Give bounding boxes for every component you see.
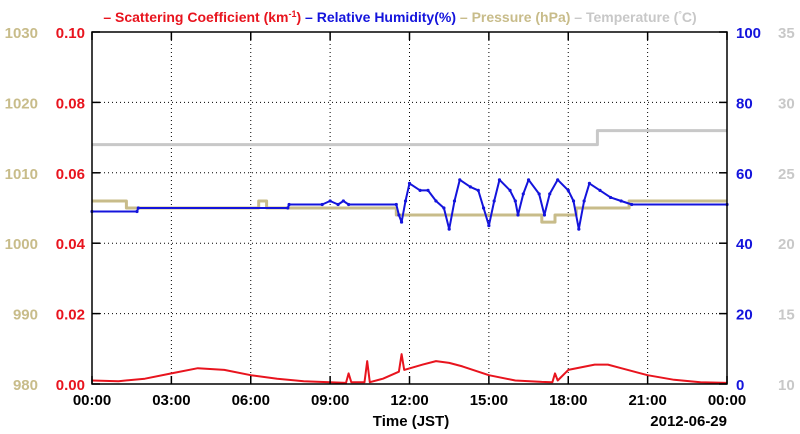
legend-suffix: ) <box>297 9 302 25</box>
series-line <box>91 353 728 384</box>
legend-superscript: -1 <box>288 9 296 19</box>
pressure-tick-label: 980 <box>13 377 38 394</box>
humidity-tick-label: 80 <box>736 95 753 112</box>
humidity-tick-label: 20 <box>736 307 753 324</box>
series-temperature <box>92 129 727 147</box>
data-point <box>452 199 457 203</box>
data-point <box>521 192 525 196</box>
data-point <box>548 192 552 196</box>
data-point <box>577 227 581 231</box>
tick-marks <box>91 31 728 385</box>
temperature-tick-label: 15 <box>778 307 795 324</box>
x-tick-label: 03:00 <box>152 392 190 409</box>
legend-superscript: ° <box>678 9 682 19</box>
scattering-tick-label: 0.10 <box>56 25 85 42</box>
legend-entry: – Scattering Coefficient (km <box>103 9 288 25</box>
data-point <box>328 199 332 203</box>
series-scattering-coefficient <box>91 353 728 384</box>
data-point <box>468 185 472 189</box>
data-point <box>399 220 404 224</box>
data-point <box>397 213 401 217</box>
series-line <box>92 129 727 147</box>
x-tick-label: 15:00 <box>470 392 508 409</box>
pressure-tick-label: 990 <box>13 307 38 324</box>
pressure-tick-label: 1020 <box>5 95 38 112</box>
data-point <box>598 188 602 192</box>
x-tick-label: 00:00 <box>73 392 111 409</box>
data-point <box>135 209 139 214</box>
x-tick-label: 12:00 <box>390 392 428 409</box>
data-point <box>347 202 351 207</box>
humidity-tick-label: 0 <box>736 377 744 394</box>
scattering-tick-label: 0.04 <box>56 236 86 253</box>
data-point <box>582 199 586 203</box>
humidity-tick-label: 60 <box>736 166 753 183</box>
data-point <box>481 206 486 210</box>
x-tick-label: 21:00 <box>628 392 666 409</box>
scattering-tick-label: 0.02 <box>56 307 85 324</box>
data-point <box>286 206 290 210</box>
x-axis-label: Time (JST) <box>373 413 449 430</box>
legend-entry: – Temperature ( <box>570 9 678 25</box>
legend: – Scattering Coefficient (km-1) – Relati… <box>103 9 696 25</box>
pressure-tick-label: 1030 <box>5 25 38 42</box>
data-point <box>442 206 446 210</box>
humidity-tick-label: 40 <box>736 236 753 253</box>
data-point <box>566 188 570 192</box>
data-point <box>394 202 398 207</box>
temperature-tick-label: 10 <box>778 377 795 394</box>
data-point <box>476 188 480 192</box>
data-point <box>556 178 560 182</box>
data-point <box>447 227 451 231</box>
series-relative-humidity <box>90 178 729 231</box>
data-point <box>608 195 613 200</box>
data-point <box>526 178 531 182</box>
data-point <box>287 202 291 207</box>
temperature-tick-label: 30 <box>778 95 795 112</box>
x-tick-label: 09:00 <box>311 392 349 409</box>
pressure-tick-label: 1000 <box>5 236 38 253</box>
data-point <box>320 202 324 207</box>
data-point <box>336 202 340 207</box>
data-point <box>537 192 541 196</box>
data-point <box>508 188 512 192</box>
scattering-tick-label: 0.08 <box>56 95 85 112</box>
data-point <box>571 199 576 203</box>
data-point <box>136 206 140 210</box>
data-point <box>513 199 517 203</box>
humidity-tick-label: 100 <box>736 25 761 42</box>
temperature-tick-label: 35 <box>778 25 795 42</box>
scattering-tick-label: 0.06 <box>56 166 85 183</box>
temperature-tick-label: 25 <box>778 166 795 183</box>
data-point <box>341 199 345 203</box>
x-tick-label: 00:00 <box>708 392 746 409</box>
legend-suffix: C) <box>682 9 697 25</box>
legend-entry: – Pressure (hPa) <box>456 9 570 25</box>
x-tick-label: 18:00 <box>549 392 587 409</box>
data-point <box>497 178 502 182</box>
data-point <box>418 188 422 192</box>
data-point <box>487 224 491 228</box>
data-point <box>630 202 634 207</box>
x-tick-label: 06:00 <box>232 392 270 409</box>
temperature-tick-label: 20 <box>778 236 795 253</box>
legend-entry: – Relative Humidity(%) <box>301 9 456 25</box>
data-point <box>407 181 412 185</box>
data-point <box>619 199 623 203</box>
date-label: 2012-06-29 <box>650 413 727 430</box>
data-point <box>542 213 547 217</box>
data-point <box>403 199 408 203</box>
data-point <box>426 188 430 192</box>
data-point <box>492 199 496 203</box>
scattering-tick-label: 0.00 <box>56 377 85 394</box>
pressure-tick-label: 1010 <box>5 166 38 183</box>
data-point <box>516 213 520 217</box>
data-point <box>458 178 462 182</box>
data-point <box>587 181 592 185</box>
data-point <box>434 199 438 203</box>
